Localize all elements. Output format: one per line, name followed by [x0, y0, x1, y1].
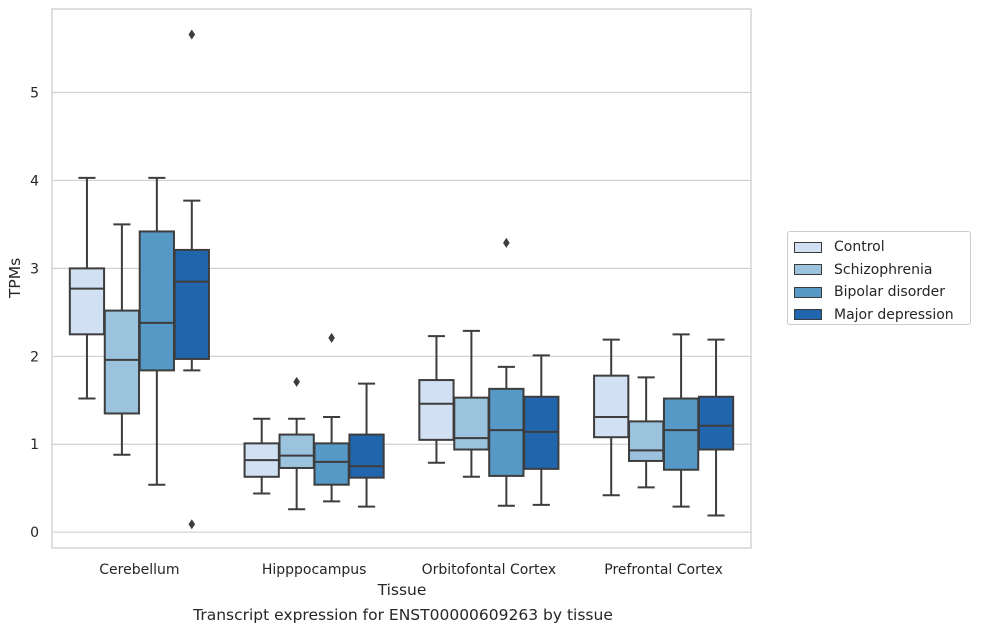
box-iqr — [138, 230, 175, 372]
box-iqr — [278, 433, 315, 469]
box-2-1 — [453, 329, 490, 478]
box-3-3 — [697, 338, 735, 517]
y-tick-label: 2 — [30, 349, 39, 365]
y-tick-label: 0 — [30, 525, 39, 541]
box-iqr — [103, 309, 141, 415]
x-tick-label: Hipppocampus — [262, 562, 367, 578]
figure-caption: Transcript expression for ENST0000060926… — [193, 606, 613, 624]
box-1-3 — [348, 382, 385, 508]
box-iqr — [488, 387, 525, 477]
box-iqr — [453, 396, 490, 451]
box-iqr — [697, 395, 735, 451]
box-3-2 — [662, 333, 700, 508]
box-iqr — [348, 433, 385, 479]
outlier-marker — [293, 376, 300, 387]
box-iqr — [68, 267, 106, 336]
box-0-1 — [103, 223, 141, 456]
y-tick-label: 3 — [30, 261, 39, 277]
box-iqr — [662, 397, 700, 471]
box-0-0 — [68, 176, 106, 400]
legend-label: Control — [834, 239, 885, 256]
box-1-0 — [243, 417, 280, 495]
outlier-marker — [188, 519, 196, 530]
legend-item-control: Control — [794, 236, 964, 259]
outlier-marker — [503, 237, 510, 248]
box-2-3 — [523, 354, 560, 506]
x-axis-label: Tissue — [377, 581, 427, 599]
plot-frame — [51, 8, 752, 549]
y-axis-label: TPMs — [6, 258, 24, 299]
box-iqr — [418, 379, 455, 441]
box-2-0 — [418, 335, 455, 464]
box-3-1 — [628, 376, 665, 489]
legend-swatch — [794, 241, 822, 253]
legend-swatch — [794, 286, 822, 298]
outlier-marker — [328, 332, 335, 343]
box-1-2 — [313, 332, 350, 503]
y-tick-label: 4 — [30, 173, 39, 189]
legend: Control Schizophrenia Bipolar disorder M… — [787, 231, 971, 325]
box-iqr — [173, 248, 210, 360]
legend-item-bipolar: Bipolar disorder — [794, 281, 964, 304]
box-iqr — [593, 374, 630, 439]
legend-label: Major depression — [834, 306, 954, 323]
legend-item-schizophrenia: Schizophrenia — [794, 259, 964, 282]
x-tick-label: Cerebellum — [99, 562, 179, 578]
y-tick-label: 5 — [30, 86, 39, 102]
legend-swatch — [794, 309, 822, 321]
box-3-0 — [593, 338, 630, 497]
boxes — [68, 29, 735, 530]
box-iqr — [313, 442, 350, 486]
box-2-2 — [488, 237, 525, 507]
legend-swatch — [794, 264, 822, 276]
x-tick-label: Orbitofontal Cortex — [422, 562, 557, 578]
box-1-1 — [278, 376, 315, 511]
box-0-3 — [173, 29, 210, 530]
box-iqr — [628, 420, 665, 462]
outlier-marker — [188, 29, 196, 40]
x-tick-label: Prefrontal Cortex — [604, 562, 723, 578]
legend-label: Schizophrenia — [834, 261, 933, 278]
y-tick-label: 1 — [30, 437, 39, 453]
tick-labels: 0 1 2 3 4 5 Cerebellum Hipppocampus Orbitofontal… — [30, 86, 723, 578]
legend-label: Bipolar disorder — [834, 284, 946, 301]
box-0-2 — [138, 176, 175, 486]
legend-item-major-depression: Major depression — [794, 304, 964, 327]
